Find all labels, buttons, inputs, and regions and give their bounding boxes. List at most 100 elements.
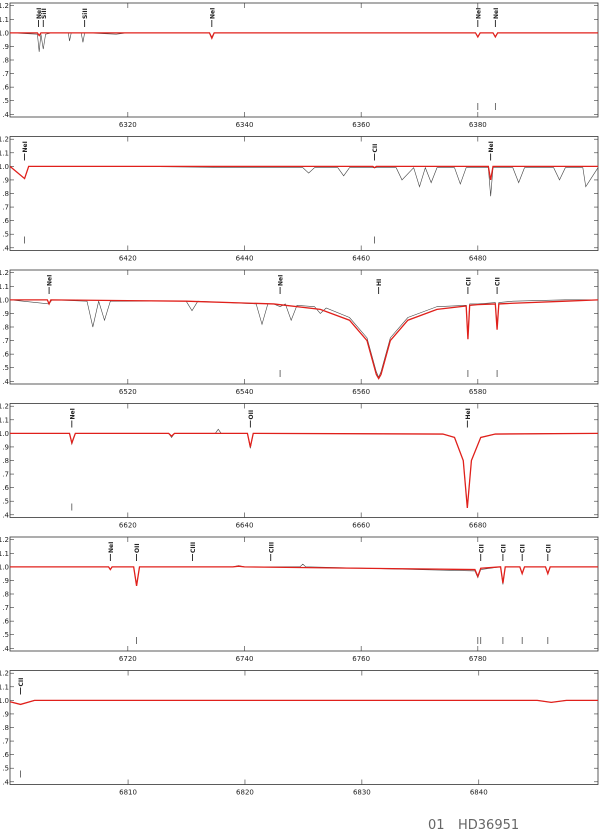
line-id-label: NeI (493, 8, 500, 19)
y-tick-label: 1.2 (0, 269, 9, 277)
spectrum-line (9, 165, 598, 181)
line-id-label: NeI (69, 408, 76, 419)
y-tick-label: .8 (2, 190, 9, 198)
frame (9, 536, 599, 652)
x-tick-label: 6360 (352, 121, 370, 129)
y-tick-label: 1.1 (0, 683, 9, 691)
x-tick-label: 6440 (236, 255, 254, 263)
x-tick-label: 6460 (352, 255, 370, 263)
x-tick-label: 6780 (469, 655, 487, 663)
y-tick-label: .9 (2, 176, 9, 184)
y-tick-label: .4 (2, 111, 9, 119)
line-id-label: CIII (268, 542, 275, 553)
y-tick-label: .6 (2, 618, 9, 626)
x-tick-label: 6340 (236, 121, 254, 129)
y-tick-label: .4 (2, 511, 9, 519)
y-tick-label: 1.1 (0, 416, 9, 424)
x-tick-label: 6720 (119, 655, 137, 663)
frame (9, 670, 599, 785)
spectrum-line (9, 299, 598, 378)
y-tick-label: .6 (2, 217, 9, 225)
frame (9, 136, 599, 251)
y-tick-label: .7 (2, 471, 9, 479)
x-tick-label: 6660 (352, 522, 370, 530)
y-tick-label: .5 (2, 765, 9, 773)
line-id-label: OII (248, 410, 255, 420)
line-id-label: CII (465, 277, 472, 286)
y-tick-label: 1.2 (0, 136, 9, 144)
x-tick-label: 6740 (236, 655, 254, 663)
y-tick-label: .5 (2, 631, 9, 639)
x-tick-label: 6810 (119, 789, 137, 797)
line-id-label: CII (520, 544, 527, 553)
panel: .4 .5 .6 .7 .8 .9 1.0 1.1 1.2 6420 6440 6460 6480 NeI… (0, 136, 599, 263)
frame (9, 269, 599, 385)
y-tick-label: 1.0 (0, 29, 9, 37)
y-tick-label: .4 (2, 778, 9, 786)
y-tick-label: 1.2 (0, 403, 9, 411)
line-id-label: CII (18, 678, 25, 687)
x-tick-label: 6480 (469, 255, 487, 263)
y-tick-label: .6 (2, 351, 9, 359)
y-tick-label: .8 (2, 324, 9, 332)
line-id-label: NeI (36, 8, 43, 19)
y-tick-label: 1.0 (0, 563, 9, 571)
y-tick-label: 1.0 (0, 430, 9, 438)
y-tick-label: .4 (2, 244, 9, 252)
panel: .4 .5 .6 .7 .8 .9 1.0 1.1 1.2 6720 6740 6760 6780 NeI… (0, 536, 599, 663)
line-id-label: NeI (488, 141, 495, 152)
y-tick-label: .6 (2, 84, 9, 92)
line-id-label: SiII (41, 8, 48, 19)
footer-star: HD36951 (458, 818, 519, 833)
x-tick-label: 6320 (119, 121, 137, 129)
y-tick-label: .7 (2, 604, 9, 612)
spectrum-line (10, 299, 599, 380)
spectrum-line (9, 699, 598, 706)
x-tick-label: 6560 (352, 388, 370, 396)
line-id-label: CII (372, 144, 379, 153)
y-tick-label: 1.2 (0, 2, 9, 10)
spectrum-line (10, 432, 599, 509)
line-id-label: CII (478, 544, 485, 553)
panel: .4 .5 .6 .7 .8 .9 1.0 1.1 1.2 6320 6340 6360 6380 NeI… (0, 2, 599, 129)
y-tick-label: .6 (2, 484, 9, 492)
line-id-label: HeI (465, 408, 472, 419)
line-id-label: NeI (47, 275, 54, 286)
y-tick-label: .7 (2, 70, 9, 78)
line-id-label: OII (134, 543, 141, 553)
y-tick-label: .7 (2, 204, 9, 212)
y-tick-label: .8 (2, 57, 9, 65)
panel: .4 .5 .6 .7 .8 .9 1.0 1.1 1.2 6810 6820 6830 6840 CII (0, 670, 599, 797)
x-tick-label: 6680 (469, 522, 487, 530)
y-tick-label: .9 (2, 310, 9, 318)
y-tick-label: .4 (2, 378, 9, 386)
y-tick-label: 1.0 (0, 163, 9, 171)
y-tick-label: 1.1 (0, 149, 9, 157)
frame (9, 2, 599, 118)
y-tick-label: .9 (2, 577, 9, 585)
x-tick-label: 6820 (236, 789, 254, 797)
footer-index: 01 (428, 818, 445, 833)
x-tick-label: 6540 (236, 388, 254, 396)
y-tick-label: 1.2 (0, 670, 9, 678)
panel: .4 .5 .6 .7 .8 .9 1.0 1.1 1.2 6520 6540 6560 6580 NeI… (0, 269, 599, 396)
y-tick-label: .8 (2, 724, 9, 732)
x-tick-label: 6760 (352, 655, 370, 663)
y-tick-label: 1.0 (0, 296, 9, 304)
y-tick-label: 1.0 (0, 697, 9, 705)
y-tick-label: .8 (2, 457, 9, 465)
line-id-label: NeI (108, 542, 115, 553)
frame (9, 403, 599, 518)
y-tick-label: .9 (2, 43, 9, 51)
line-id-label: HI (376, 279, 383, 286)
x-tick-label: 6580 (469, 388, 487, 396)
y-tick-label: 1.1 (0, 550, 9, 558)
x-tick-label: 6620 (119, 522, 137, 530)
x-tick-label: 6520 (119, 388, 137, 396)
y-tick-label: .5 (2, 231, 9, 239)
spectrum-line (10, 428, 599, 507)
y-tick-label: .7 (2, 738, 9, 746)
y-tick-label: .8 (2, 591, 9, 599)
